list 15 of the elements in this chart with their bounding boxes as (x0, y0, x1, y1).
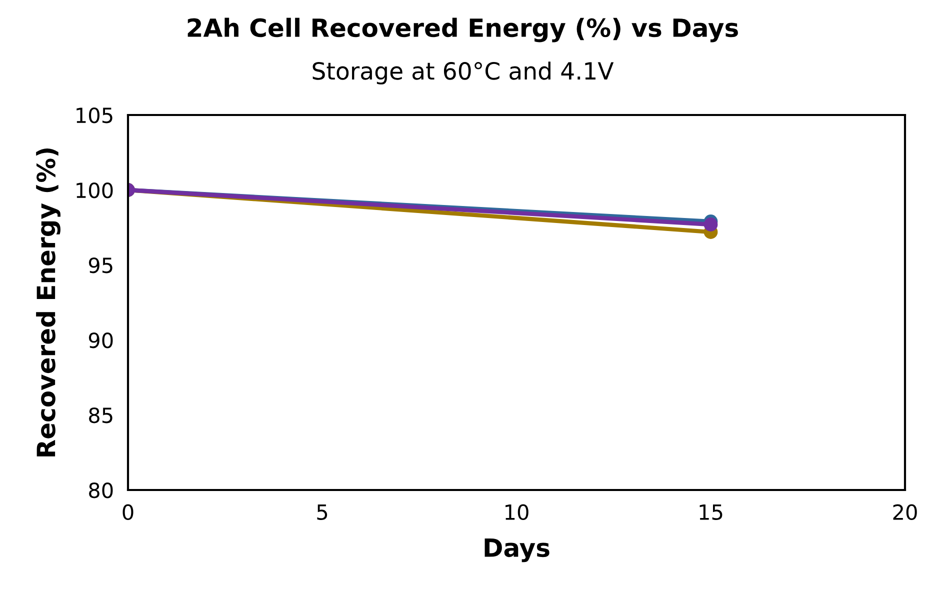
y-tick-label: 105 (76, 107, 112, 124)
y-tick-label: 95 (88, 257, 112, 274)
x-tick-label: 0 (122, 504, 134, 520)
x-tick-label: 5 (317, 504, 328, 520)
y-tick-label: 80 (89, 482, 113, 498)
x-axis-title: Days (484, 538, 550, 562)
x-tick-label: 15 (700, 504, 722, 520)
y-tick-label: 90 (88, 332, 113, 348)
chart-subtitle: Storage at 60°C and 4.1V (312, 62, 614, 84)
y-tick-label: 100 (76, 182, 113, 198)
x-tick-label: 10 (506, 504, 528, 520)
y-axis-title: Recovered Energy (%) (36, 148, 60, 456)
chart-title: 2Ah Cell Recovered Energy (%) vs Days (188, 18, 738, 42)
y-tick-label: 85 (89, 407, 112, 424)
x-tick-label: 20 (893, 504, 917, 520)
